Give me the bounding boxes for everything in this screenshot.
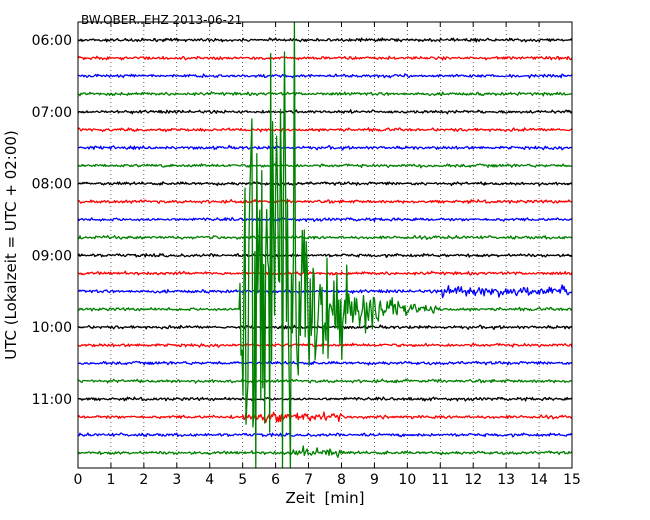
- plot-frame: [77, 21, 573, 469]
- x-axis: 0 1 2 3 4 5 6 7 8 9 10 11 12 13 14 15: [74, 22, 581, 488]
- trace-14: [77, 284, 573, 299]
- trace-11: [77, 234, 573, 241]
- trace-0: [77, 37, 573, 43]
- x-tick-label: 3: [172, 472, 181, 488]
- x-tick-label: 5: [238, 472, 247, 488]
- trace-5: [77, 127, 572, 133]
- trace-4: [77, 109, 573, 115]
- y-tick-label: 10:00: [32, 320, 72, 336]
- x-tick-label: 0: [74, 472, 83, 488]
- x-tick-label: 4: [205, 472, 214, 488]
- x-axis-label: Zeit [min]: [285, 489, 364, 507]
- x-tick-label: 12: [464, 472, 482, 488]
- x-tick-label: 15: [563, 472, 581, 488]
- trace-9: [77, 198, 573, 204]
- y-axis-label: UTC (Lokalzeit = UTC + 02:00): [2, 130, 20, 360]
- chart-title: BW.OBER..EHZ 2013-06-21: [81, 13, 242, 27]
- trace-23: [77, 445, 573, 458]
- x-tick-label: 11: [431, 472, 449, 488]
- trace-10: [77, 216, 573, 223]
- x-tick-label: 7: [304, 472, 313, 488]
- trace-17: [77, 342, 573, 348]
- y-axis: 06:00 07:00 08:00 09:00 10:00 11:00: [32, 33, 572, 408]
- trace-2: [77, 73, 573, 79]
- trace-layer: [77, 21, 573, 469]
- trace-19: [77, 378, 573, 384]
- trace-13: [77, 270, 573, 276]
- x-tick-label: 10: [398, 472, 416, 488]
- trace-12: [77, 253, 573, 258]
- y-tick-label: 09:00: [32, 248, 72, 264]
- trace-21: [77, 411, 573, 424]
- trace-6: [78, 144, 573, 151]
- y-tick-label: 08:00: [32, 177, 72, 193]
- x-tick-label: 13: [497, 472, 515, 488]
- trace-22: [77, 432, 573, 438]
- x-tick-label: 1: [106, 472, 115, 488]
- y-tick-label: 06:00: [32, 33, 72, 49]
- y-tick-label: 11:00: [32, 392, 72, 408]
- x-tick-label: 14: [530, 472, 548, 488]
- x-tick-label: 9: [370, 472, 379, 488]
- trace-20: [77, 396, 573, 402]
- grid-layer: [77, 22, 573, 468]
- trace-18: [78, 360, 573, 366]
- x-tick-label: 6: [271, 472, 280, 488]
- x-tick-label: 2: [139, 472, 148, 488]
- trace-7: [77, 163, 573, 169]
- trace-3: [78, 91, 573, 97]
- trace-15: [78, 21, 573, 469]
- trace-8: [77, 181, 573, 187]
- x-tick-label: 8: [337, 472, 346, 488]
- y-tick-label: 07:00: [32, 105, 72, 121]
- trace-1: [77, 55, 573, 61]
